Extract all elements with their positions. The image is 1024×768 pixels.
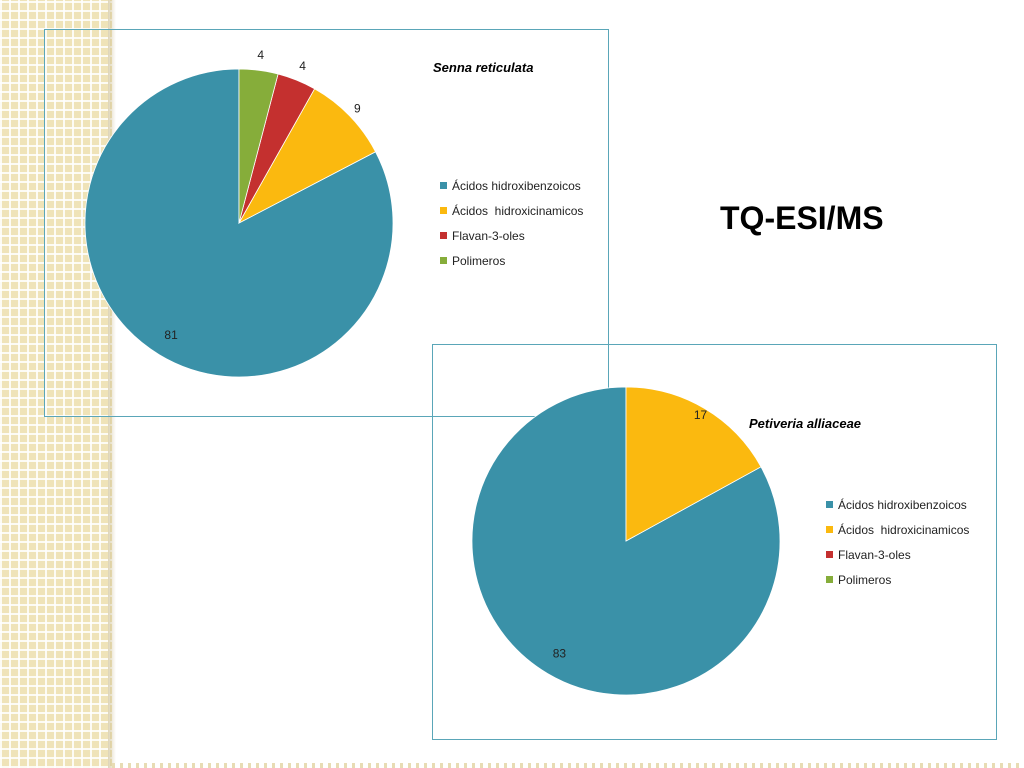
slide-title: TQ-ESI/MS [720,200,884,236]
legend-swatch [826,501,833,508]
legend-swatch [826,526,833,533]
data-label-3: 4 [257,48,264,62]
pie-slice-1 [625,386,762,542]
legend-swatch [440,182,447,189]
legend-label: Flavan-3-oles [452,228,525,243]
legend-label: Polimeros [452,253,506,268]
legend-item-flavanoles: Flavan-3-oles [440,223,583,248]
chart-title: Senna reticulata [433,60,534,75]
legend-item-polimeros: Polimeros [826,567,969,592]
pie-chart-petiveria: 83 17 [471,386,781,696]
chart-petiveria-alliaceae[interactable]: 83 17 Petiveria alliaceae Ácidos hidroxib… [432,344,997,740]
legend-swatch [440,207,447,214]
legend-swatch [826,551,833,558]
decorative-bottom-strip [112,763,1024,768]
legend-item-hidroxibenzoicos: Ácidos hidroxibenzoicos [826,492,969,517]
legend-item-hidroxicinamicos: Ácidos hidroxicinamicos [826,517,969,542]
decorative-side-edge [108,0,116,768]
chart-title: Petiveria alliaceae [749,416,862,431]
data-label-2: 4 [299,59,306,73]
legend-item-polimeros: Polimeros [440,248,583,273]
chart-legend: Ácidos hidroxibenzoicos Ácidos hidroxici… [440,173,583,273]
legend-swatch [440,232,447,239]
data-label-1: 17 [694,408,708,422]
decorative-side-pattern [0,0,112,768]
legend-item-flavanoles: Flavan-3-oles [826,542,969,567]
legend-label: Ácidos hidroxicinamicos [452,203,584,218]
chart-legend: Ácidos hidroxibenzoicos Ácidos hidroxici… [826,492,969,592]
legend-swatch [440,257,447,264]
data-label-0: 81 [164,328,178,342]
legend-label: Polimeros [838,572,892,587]
legend-label: Ácidos hidroxibenzoicos [452,178,581,193]
legend-label: Flavan-3-oles [838,547,911,562]
legend-label: Ácidos hidroxicinamicos [838,522,970,537]
legend-item-hidroxibenzoicos: Ácidos hidroxibenzoicos [440,173,583,198]
data-label-1: 9 [354,101,361,115]
legend-item-hidroxicinamicos: Ácidos hidroxicinamicos [440,198,583,223]
chart-senna-reticulata[interactable]: 81 9 4 4 Senna reticulata Ácidos hidroxiben… [44,29,609,417]
legend-label: Ácidos hidroxibenzoicos [838,497,967,512]
pie-slice-1 [237,88,377,224]
pie-chart-senna: 81 9 4 4 [84,48,394,378]
legend-swatch [826,576,833,583]
pie-slice-3 [238,68,279,224]
data-label-0: 83 [553,647,567,661]
